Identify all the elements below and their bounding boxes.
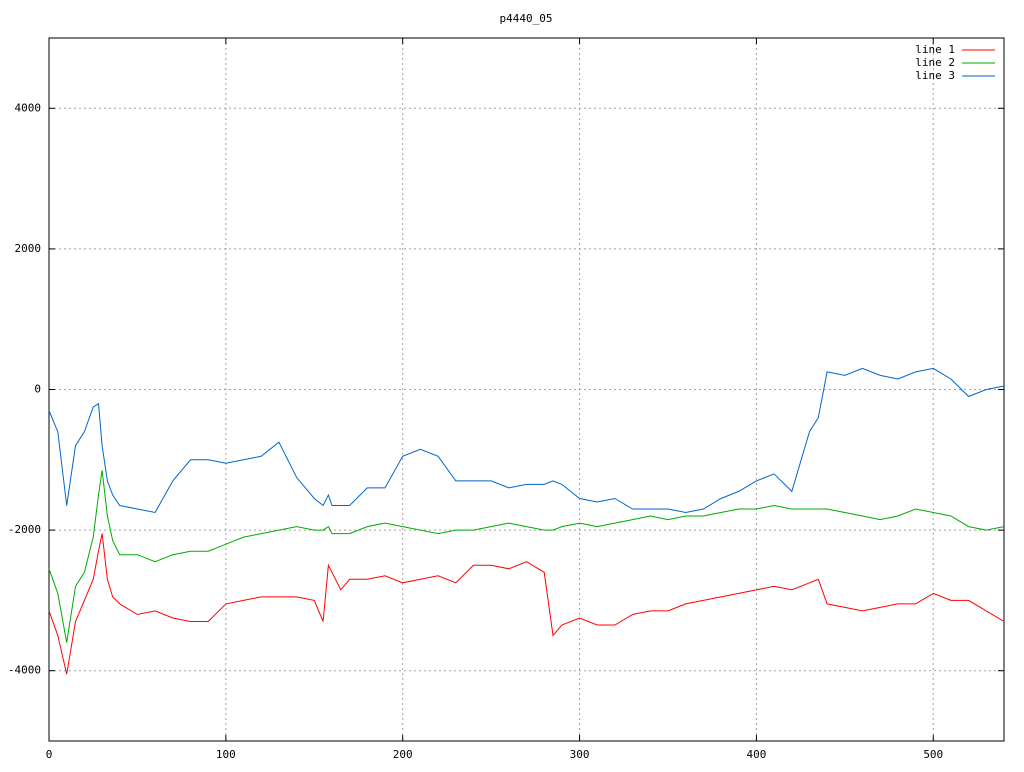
- x-tick-label: 200: [393, 748, 413, 761]
- y-tick-label: 0: [34, 383, 41, 396]
- legend-label: line 3: [915, 69, 955, 82]
- x-tick-label: 0: [46, 748, 53, 761]
- y-tick-label: -2000: [8, 523, 41, 536]
- x-tick-label: 300: [570, 748, 590, 761]
- chart-title: p4440_05: [500, 12, 553, 25]
- y-tick-label: 4000: [15, 101, 42, 114]
- plot-border: [48, 37, 1005, 742]
- legend-label: line 1: [915, 43, 955, 56]
- series-line: [48, 470, 1005, 643]
- y-tick-label: 2000: [15, 242, 42, 255]
- x-tick-label: 100: [216, 748, 236, 761]
- legend-label: line 2: [915, 56, 955, 69]
- series-line: [48, 533, 1005, 675]
- series-line: [48, 367, 1005, 514]
- x-tick-label: 500: [923, 748, 943, 761]
- y-tick-label: -4000: [8, 664, 41, 677]
- x-tick-label: 400: [746, 748, 766, 761]
